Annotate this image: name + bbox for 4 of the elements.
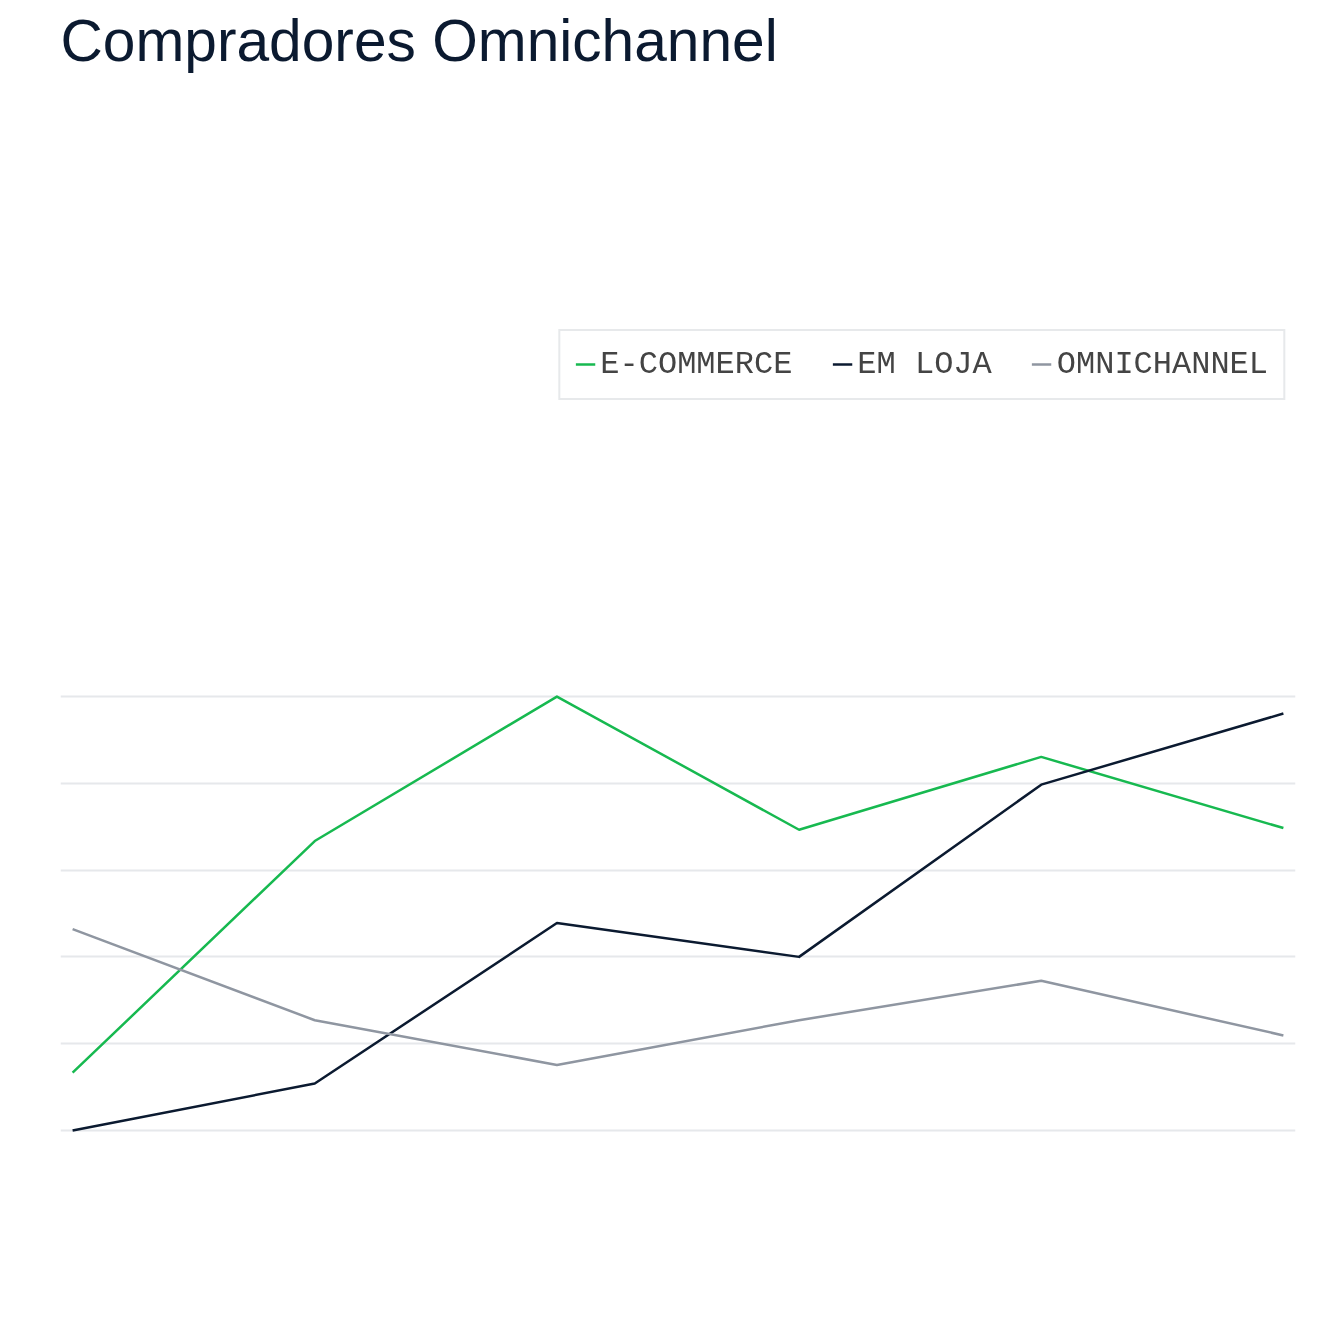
legend-label: E-COMMERCE [600, 345, 793, 383]
legend-label: OMNICHANNEL [1056, 345, 1268, 383]
chart-title: Compradores Omnichannel [60, 7, 778, 73]
legend-label: EM LOJA [857, 345, 992, 383]
